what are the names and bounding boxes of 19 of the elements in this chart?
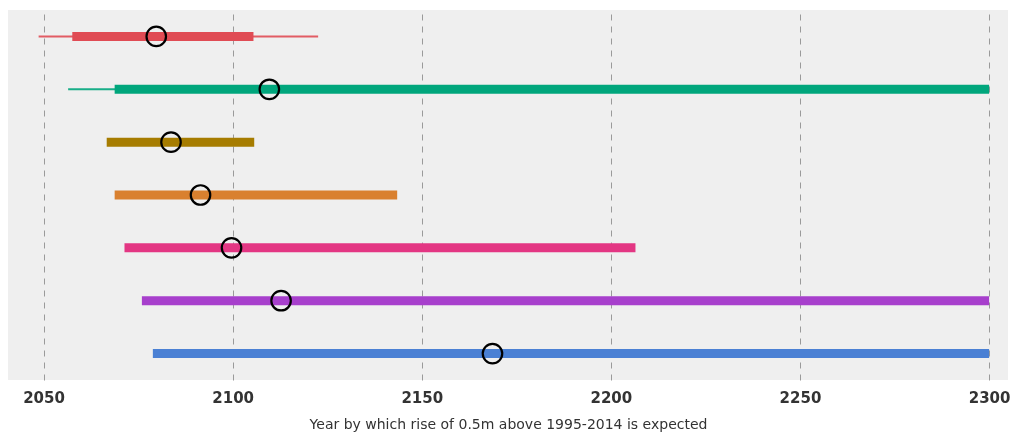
- x-tick-label: 2300: [968, 388, 1011, 407]
- x-tick-label: 2050: [23, 388, 65, 407]
- x-tick-label: 2100: [212, 388, 255, 407]
- bar: [114, 190, 398, 200]
- point: [220, 237, 243, 259]
- point: [160, 131, 182, 153]
- point: [481, 342, 504, 365]
- bar: [152, 349, 990, 359]
- bar: [124, 243, 636, 253]
- point: [258, 78, 281, 101]
- x-tick-label: 2150: [401, 388, 444, 407]
- point: [189, 184, 212, 206]
- point: [145, 25, 168, 48]
- bar: [141, 296, 990, 306]
- point: [270, 289, 292, 312]
- x-tick-label: 2200: [590, 388, 633, 407]
- bar: [106, 137, 255, 147]
- x-axis-title: Year by which rise of 0.5m above 1995-2014 is expected: [308, 415, 708, 432]
- x-tick-label: 2250: [779, 388, 822, 407]
